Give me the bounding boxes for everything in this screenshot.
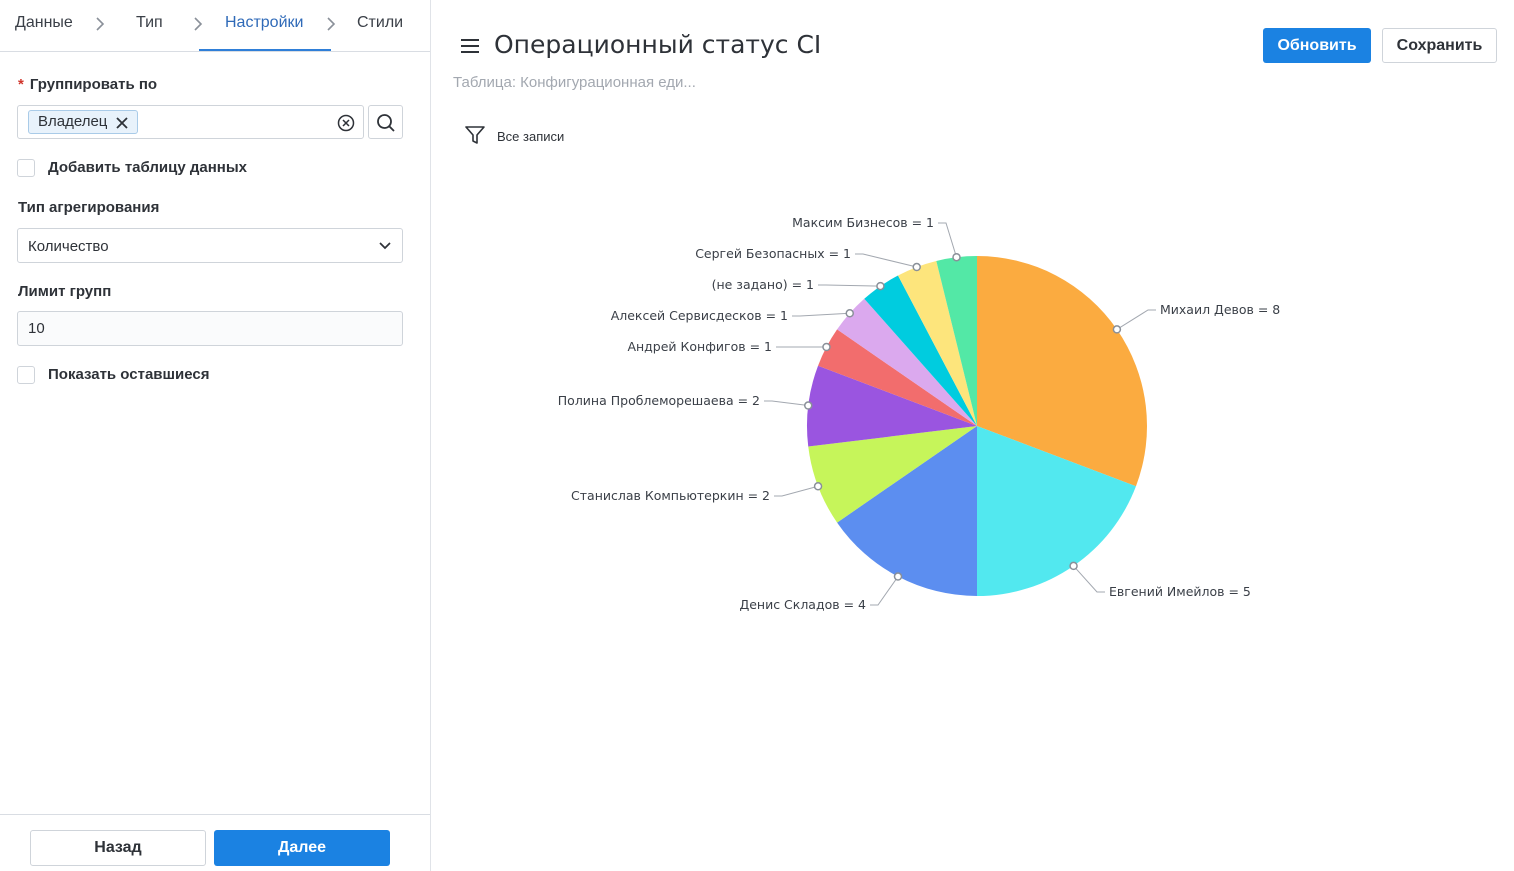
refresh-button[interactable]: Обновить <box>1263 28 1371 63</box>
slice-label: Денис Складов = 4 <box>739 597 866 612</box>
pie-slice[interactable] <box>977 426 1136 596</box>
label-connector <box>818 284 881 287</box>
slice-label: Андрей Конфигов = 1 <box>627 339 772 354</box>
group-by-label-text: Группировать по <box>29 76 158 93</box>
slice-label: (не задано) = 1 <box>712 277 814 292</box>
chevron-right-icon <box>193 16 203 32</box>
show-remaining-checkbox[interactable] <box>17 366 35 384</box>
aggregation-value: Количество <box>28 238 109 255</box>
label-anchor-dot <box>813 482 823 491</box>
pie-chart: Михаил Девов = 8 Евгений Имейлов = 5 Денис… <box>558 215 1281 612</box>
slice-label: Сергей Безопасных = 1 <box>695 246 851 261</box>
table-subtitle: Таблица: Конфигурационная еди... <box>453 74 696 91</box>
label-connector <box>1116 309 1156 330</box>
group-by-input[interactable]: Владелец <box>17 105 364 139</box>
label-anchor-dot <box>952 252 961 262</box>
step-data[interactable]: Данные <box>15 14 73 31</box>
label-connector <box>855 253 917 268</box>
slice-label: Михаил Девов = 8 <box>1160 302 1280 317</box>
settings-panel: Данные Тип Настройки Стили * Группировать… <box>0 0 431 871</box>
group-by-tag: Владелец <box>28 110 139 134</box>
clear-icon[interactable] <box>337 114 355 132</box>
label-connector <box>764 400 809 407</box>
label-anchor-dot <box>912 262 921 272</box>
pie-slice[interactable] <box>807 365 977 447</box>
group-by-label: * Группировать по <box>18 76 157 93</box>
label-anchor-dot <box>876 281 885 291</box>
pie-slice[interactable] <box>936 256 977 426</box>
label-anchor-dot <box>893 572 903 581</box>
pie-slice[interactable] <box>808 426 977 523</box>
show-remaining-label: Показать оставшиеся <box>48 366 210 383</box>
wizard-steps: Данные Тип Настройки Стили <box>0 0 430 52</box>
slice-label: Евгений Имейлов = 5 <box>1109 584 1251 599</box>
page-title: Операционный статус CI <box>494 30 822 59</box>
aggregation-label: Тип агрегирования <box>18 199 160 216</box>
pie-slice[interactable] <box>837 298 977 426</box>
panel-footer: Назад Далее <box>0 814 430 871</box>
label-connector <box>774 485 819 497</box>
group-limit-label: Лимит групп <box>18 283 112 300</box>
step-settings[interactable]: Настройки <box>225 14 304 31</box>
pie-slice[interactable] <box>977 256 1147 487</box>
menu-icon[interactable] <box>459 37 481 55</box>
search-icon <box>377 114 395 132</box>
back-button[interactable]: Назад <box>30 830 206 866</box>
pie-slice[interactable] <box>818 329 977 426</box>
label-anchor-dot <box>822 342 831 352</box>
chevron-right-icon <box>326 16 336 32</box>
slice-label: Максим Бизнесов = 1 <box>792 215 934 230</box>
pie-slice[interactable] <box>897 260 977 426</box>
save-button[interactable]: Сохранить <box>1382 28 1497 63</box>
label-connector <box>792 312 850 317</box>
slice-label: Полина Проблеморешаева = 2 <box>558 393 760 408</box>
step-type[interactable]: Тип <box>136 14 163 31</box>
filter-icon[interactable] <box>464 125 486 145</box>
label-anchor-dot <box>803 401 813 410</box>
chevron-down-icon <box>378 239 392 258</box>
slice-label: Алексей Сервисдесков = 1 <box>611 308 788 323</box>
slice-label: Станислав Компьютеркин = 2 <box>571 488 770 503</box>
chevron-right-icon <box>95 16 105 32</box>
label-connector <box>870 576 899 606</box>
label-anchor-dot <box>845 309 855 318</box>
step-styles[interactable]: Стили <box>357 14 404 31</box>
search-button[interactable] <box>368 105 403 139</box>
next-button[interactable]: Далее <box>214 830 390 866</box>
label-anchor-dot <box>1112 325 1122 334</box>
label-connector <box>938 222 957 258</box>
label-connector <box>1073 565 1105 593</box>
remove-tag-icon[interactable] <box>115 115 129 129</box>
pie-slice[interactable] <box>864 275 977 426</box>
required-mark: * <box>18 76 24 93</box>
label-anchor-dot <box>1069 561 1078 571</box>
group-by-tag-label: Владелец <box>38 113 108 130</box>
active-step-indicator <box>199 49 331 51</box>
add-data-table-checkbox[interactable] <box>17 159 35 177</box>
aggregation-select[interactable]: Количество <box>17 228 403 263</box>
group-limit-input[interactable] <box>17 311 403 346</box>
add-data-table-label: Добавить таблицу данных <box>48 159 248 176</box>
pie-slice[interactable] <box>837 426 977 596</box>
filter-label[interactable]: Все записи <box>497 129 565 144</box>
